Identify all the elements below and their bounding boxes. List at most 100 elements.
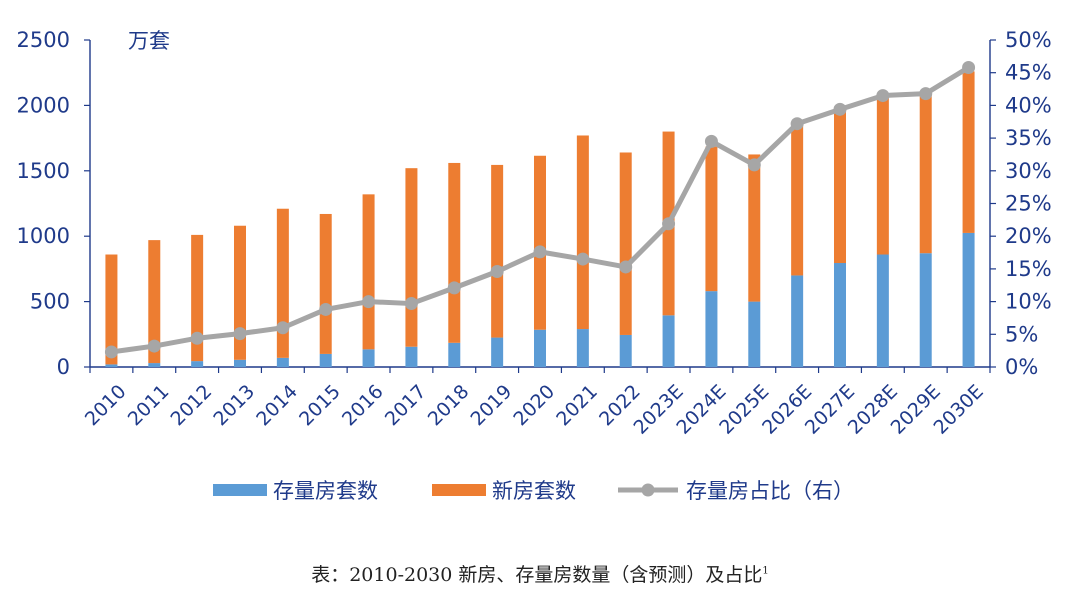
ratio-point-2028E bbox=[876, 89, 890, 103]
bar-new-2013 bbox=[234, 225, 246, 360]
bar-new-2030E bbox=[962, 71, 975, 233]
bar-new-2027E bbox=[834, 106, 846, 264]
y-right-tick-label: 5% bbox=[1005, 322, 1038, 346]
bar-stock-2011 bbox=[148, 363, 161, 367]
bar-new-2022 bbox=[619, 152, 632, 335]
bar-new-2018 bbox=[448, 162, 461, 343]
bar-stock-2021 bbox=[576, 329, 589, 367]
bar-stock-2015 bbox=[319, 353, 332, 367]
bar-stock-2017 bbox=[405, 346, 418, 367]
bar-stock-2027E bbox=[834, 263, 846, 367]
ratio-point-2024E bbox=[704, 134, 718, 148]
axes: 0 500 1000 1500 2000 2500 0% 5% 10% 15% 20% 25% 30% 3… bbox=[17, 28, 1052, 379]
y-right-tick-label: 30% bbox=[1005, 159, 1052, 183]
x-tick-label: 2013 bbox=[209, 381, 259, 431]
y-left-tick-label: 500 bbox=[30, 290, 70, 314]
ratio-point-2025E bbox=[747, 158, 761, 172]
x-tick-label: 2010 bbox=[81, 381, 131, 431]
y-right-tick-label: 20% bbox=[1005, 224, 1052, 248]
bar-new-2010 bbox=[105, 254, 118, 365]
left-axis-unit: 万套 bbox=[128, 29, 170, 53]
y-left-tick-label: 2000 bbox=[17, 93, 70, 117]
bar-new-2012 bbox=[191, 234, 204, 362]
y-right-tick-label: 10% bbox=[1005, 290, 1052, 314]
bar-new-2021 bbox=[576, 135, 589, 330]
y-left-tick-label: 0 bbox=[57, 355, 70, 379]
legend-swatch-stock bbox=[213, 484, 267, 496]
legend: 存量房套数 新房套数 存量房占比（右） bbox=[213, 479, 854, 503]
x-tick-label: 2019 bbox=[467, 381, 517, 431]
bar-new-2025E bbox=[748, 154, 761, 302]
x-tick-label: 2030E bbox=[929, 381, 987, 439]
x-tick-label: 2020 bbox=[509, 381, 559, 431]
x-tick-label: 2018 bbox=[424, 381, 474, 431]
ratio-point-2015 bbox=[319, 302, 333, 316]
ratio-line bbox=[104, 60, 976, 359]
ratio-point-2013 bbox=[233, 327, 247, 341]
bar-new-2020 bbox=[534, 155, 546, 330]
bar-stock-2023E bbox=[662, 315, 675, 367]
bar-stock-2028E bbox=[876, 254, 889, 367]
bar-stock-2018 bbox=[448, 342, 461, 367]
bar-stock-2019 bbox=[491, 337, 504, 367]
ratio-point-2010 bbox=[104, 345, 118, 359]
x-tick-label: 2015 bbox=[295, 381, 345, 431]
legend-label-stock: 存量房套数 bbox=[273, 479, 378, 503]
y-right-tick-label: 15% bbox=[1005, 257, 1052, 281]
bar-new-2014 bbox=[276, 208, 289, 358]
bar-stock-2013 bbox=[234, 359, 246, 367]
y-right-tick-label: 45% bbox=[1005, 61, 1052, 85]
bar-stock-2014 bbox=[276, 357, 289, 367]
bar-new-2011 bbox=[148, 240, 161, 364]
bar-new-2028E bbox=[876, 95, 889, 255]
bar-stock-2024E bbox=[705, 291, 718, 367]
ratio-point-2021 bbox=[576, 252, 590, 266]
ratio-point-2029E bbox=[919, 87, 933, 101]
caption-text: 表：2010-2030 新房、存量房数量（含预测）及占比 bbox=[311, 564, 763, 586]
ratio-point-2023E bbox=[662, 217, 676, 231]
ratio-point-2030E bbox=[962, 60, 976, 74]
x-tick-label: 2011 bbox=[124, 381, 174, 431]
bar-stock-2012 bbox=[191, 361, 204, 367]
ratio-point-2017 bbox=[404, 297, 418, 311]
bar-new-2029E bbox=[919, 92, 932, 254]
caption-footnote-mark: 1 bbox=[762, 565, 769, 577]
y-left-tick-label: 1500 bbox=[17, 159, 70, 183]
ratio-point-2019 bbox=[490, 265, 504, 279]
ratio-point-2026E bbox=[790, 117, 804, 131]
caption: 表：2010-2030 新房、存量房数量（含预测）及占比1 bbox=[0, 560, 1080, 587]
bar-stock-2026E bbox=[791, 275, 804, 367]
x-tick-label: 2016 bbox=[338, 381, 388, 431]
y-right-tick-label: 0% bbox=[1005, 355, 1038, 379]
x-tick-label: 2017 bbox=[381, 381, 431, 431]
ratio-point-2022 bbox=[619, 260, 633, 274]
y-left-tick-label: 2500 bbox=[17, 28, 70, 52]
y-right-tick-label: 35% bbox=[1005, 126, 1052, 150]
bar-stock-2016 bbox=[362, 349, 375, 367]
ratio-point-2027E bbox=[833, 102, 847, 116]
legend-swatch-ratio-marker bbox=[641, 483, 655, 497]
chart: 0 500 1000 1500 2000 2500 0% 5% 10% 15% 20% 25% 30% 3… bbox=[17, 28, 1052, 503]
legend-swatch-new bbox=[432, 484, 486, 496]
bar-new-2016 bbox=[362, 194, 375, 350]
bar-new-2017 bbox=[405, 168, 418, 347]
y-left-tick-label: 1000 bbox=[17, 224, 70, 248]
ratio-point-2012 bbox=[190, 331, 204, 345]
ratio-point-2020 bbox=[533, 245, 547, 259]
x-tick-label: 2014 bbox=[252, 381, 302, 431]
y-right-tick-label: 25% bbox=[1005, 192, 1052, 216]
bar-stock-2020 bbox=[534, 329, 546, 367]
bar-stock-2022 bbox=[619, 334, 632, 367]
bar-stock-2025E bbox=[748, 301, 761, 367]
bar-new-2015 bbox=[319, 213, 332, 354]
bar-stock-2029E bbox=[919, 253, 932, 367]
ratio-point-2014 bbox=[276, 321, 290, 335]
bar-new-2019 bbox=[491, 164, 504, 338]
x-tick-label: 2012 bbox=[167, 381, 217, 431]
legend-label-new: 新房套数 bbox=[492, 479, 576, 503]
legend-label-ratio: 存量房占比（右） bbox=[686, 479, 854, 503]
ratio-point-2016 bbox=[362, 295, 376, 309]
ratio-point-2011 bbox=[147, 339, 161, 353]
bar-new-2024E bbox=[705, 146, 718, 292]
x-tick-labels: 2010201120122013201420152016201720182019… bbox=[81, 381, 988, 439]
